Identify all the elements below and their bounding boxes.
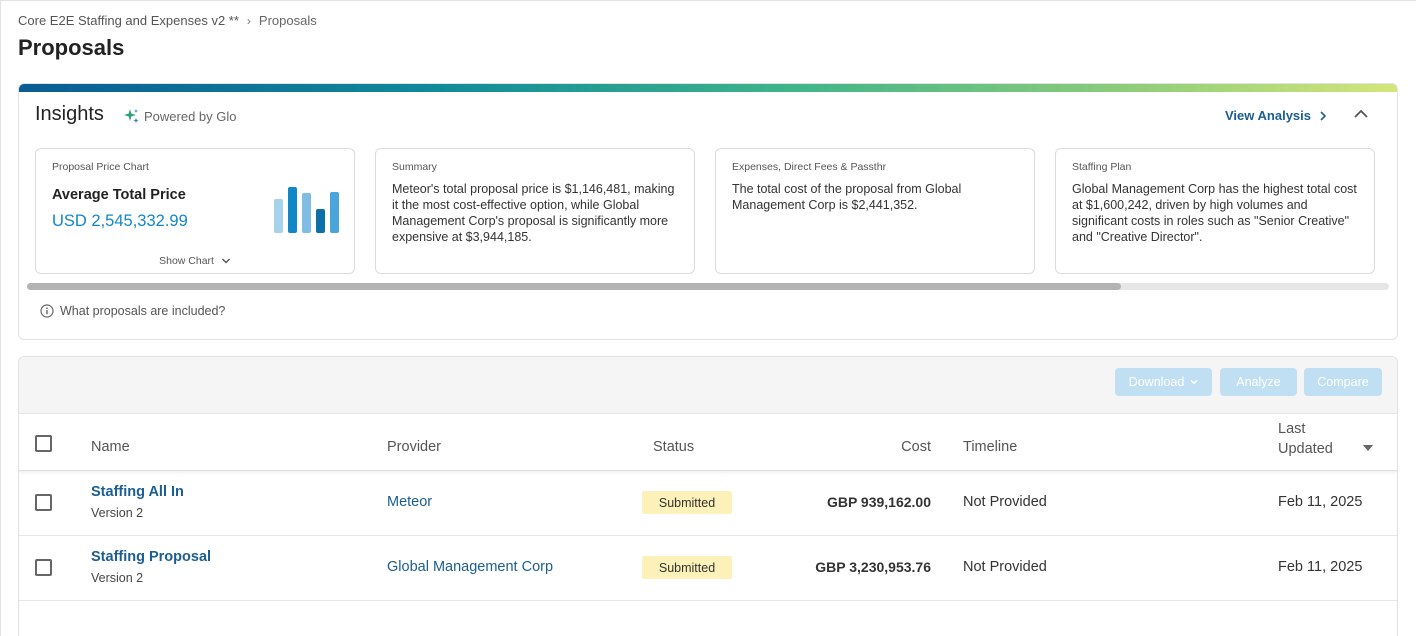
proposal-last-updated: Feb 11, 2025 [1278, 494, 1363, 510]
proposal-name-link[interactable]: Staffing All In [91, 484, 184, 500]
page-title: Proposals [18, 35, 125, 60]
view-analysis-label: View Analysis [1225, 108, 1311, 123]
sort-desc-icon[interactable] [1362, 444, 1374, 452]
status-badge: Submitted [642, 556, 732, 579]
column-header-last-updated[interactable]: Last Updated [1278, 419, 1333, 459]
column-header-timeline[interactable]: Timeline [963, 439, 1018, 455]
status-badge: Submitted [642, 491, 732, 514]
insights-title: Insights [35, 103, 104, 125]
column-header-name[interactable]: Name [91, 439, 130, 455]
view-analysis-link[interactable]: View Analysis [1225, 108, 1327, 123]
last-updated-line1: Last [1278, 421, 1306, 437]
proposal-cost: GBP 939,162.00 [826, 494, 931, 510]
proposal-version: Version 2 [91, 506, 144, 520]
breadcrumb-current: Proposals [258, 13, 317, 28]
analyze-button[interactable]: Analyze [1220, 368, 1297, 396]
chevron-down-icon [221, 258, 230, 264]
row-checkbox[interactable] [35, 559, 52, 576]
bar-chart-icon [274, 187, 339, 233]
show-chart-label: Show Chart [159, 255, 214, 267]
row-checkbox[interactable] [35, 494, 52, 511]
powered-by: Powered by Glo [123, 108, 237, 124]
card-text: The total cost of the proposal from Glob… [732, 182, 962, 212]
provider-link[interactable]: Meteor [387, 494, 433, 510]
info-icon [40, 304, 54, 318]
average-total-price-value: USD 2,545,332.99 [52, 212, 188, 230]
sparkle-icon [124, 109, 139, 123]
proposal-timeline: Not Provided [963, 559, 1047, 575]
proposal-timeline: Not Provided [963, 494, 1047, 510]
proposal-cost: GBP 3,230,953.76 [815, 559, 931, 575]
horizontal-scrollbar[interactable] [27, 283, 1389, 290]
powered-by-label: Powered by Glo [144, 108, 237, 124]
insight-card-price-chart: Proposal Price Chart Average Total Price… [35, 148, 355, 274]
card-label: Proposal Price Chart [52, 161, 149, 173]
table-header: Name Provider Status Cost Timeline Last … [19, 414, 1397, 471]
breadcrumb: Core E2E Staffing and Expenses v2 ** › P… [18, 13, 317, 28]
last-updated-line2: Updated [1278, 441, 1333, 457]
card-text: Global Management Corp has the highest t… [1072, 182, 1357, 244]
column-header-cost[interactable]: Cost [901, 439, 931, 455]
show-chart-toggle[interactable]: Show Chart [36, 255, 354, 267]
insight-card-summary: Summary Meteor's total proposal price is… [375, 148, 695, 274]
compare-button[interactable]: Compare [1304, 368, 1382, 396]
insight-card-staffing-plan: Staffing Plan Global Management Corp has… [1055, 148, 1375, 274]
table-toolbar: Download Analyze Compare [19, 357, 1397, 414]
proposal-last-updated: Feb 11, 2025 [1278, 559, 1363, 575]
proposals-table-panel: Download Analyze Compare Name Provider S… [18, 356, 1398, 636]
insight-card-expenses: Expenses, Direct Fees & Passthr The tota… [715, 148, 1035, 274]
chevron-right-icon [1320, 110, 1327, 121]
chevron-right-icon: › [246, 13, 251, 28]
table-row: Staffing Proposal Version 2 Global Manag… [19, 536, 1397, 601]
proposal-version: Version 2 [91, 571, 144, 585]
card-text: Meteor's total proposal price is $1,146,… [392, 182, 675, 244]
card-label: Expenses, Direct Fees & Passthr [732, 161, 887, 173]
table-row: Staffing All In Version 2 Meteor Submitt… [19, 471, 1397, 536]
column-header-provider[interactable]: Provider [387, 439, 441, 455]
download-label: Download [1128, 375, 1185, 389]
card-label: Staffing Plan [1072, 161, 1132, 173]
included-proposals-info[interactable]: What proposals are included? [40, 304, 225, 318]
average-total-price-label: Average Total Price [52, 187, 186, 203]
column-header-status[interactable]: Status [653, 439, 695, 455]
included-proposals-label: What proposals are included? [60, 304, 226, 318]
insights-gradient-bar [19, 84, 1397, 92]
chevron-up-icon[interactable] [1351, 104, 1371, 124]
select-all-checkbox[interactable] [35, 435, 52, 452]
insights-panel: Insights Powered by Glo View Analysis Pr… [18, 83, 1398, 340]
provider-link[interactable]: Global Management Corp [387, 559, 554, 575]
card-label: Summary [392, 161, 437, 173]
scrollbar-thumb[interactable] [27, 283, 1121, 290]
download-button[interactable]: Download [1115, 368, 1212, 396]
chevron-down-icon [1190, 379, 1198, 385]
breadcrumb-parent[interactable]: Core E2E Staffing and Expenses v2 ** [18, 13, 239, 28]
proposal-name-link[interactable]: Staffing Proposal [91, 549, 212, 565]
